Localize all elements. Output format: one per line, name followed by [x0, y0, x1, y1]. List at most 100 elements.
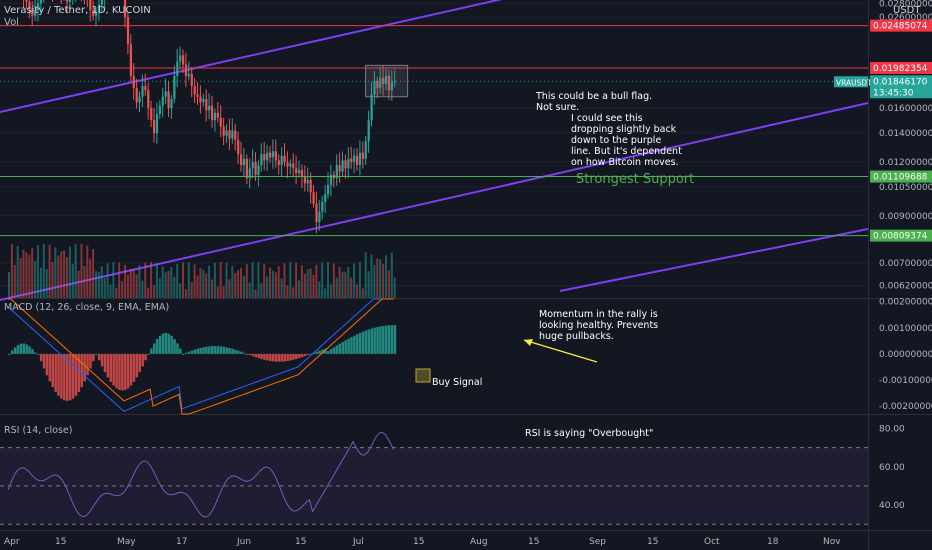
volume-bar	[292, 287, 295, 298]
level-price-tag	[870, 170, 932, 183]
macd-histogram-bar	[321, 349, 324, 354]
volume-bar	[83, 265, 86, 298]
volume-bar	[68, 246, 71, 298]
level-price-label: 0.01982354	[873, 64, 928, 74]
macd-histogram-bar	[318, 350, 321, 354]
macd-histogram-bar	[358, 332, 362, 354]
macd-histogram-bar	[42, 353, 46, 369]
volume-bar	[240, 267, 242, 298]
volume-bar	[347, 266, 350, 298]
volume-bar	[39, 267, 42, 298]
candle-body	[208, 105, 211, 111]
macd-histogram-bar	[266, 353, 269, 361]
volume-bar	[370, 254, 373, 298]
candle-body	[353, 155, 356, 162]
time-tick-label: Nov	[823, 537, 841, 547]
macd-histogram-bar	[103, 353, 107, 373]
volume-bar	[213, 262, 216, 298]
candle-body	[97, 4, 101, 12]
candle-body	[306, 179, 309, 184]
volume-bar	[338, 266, 341, 298]
candle-body	[199, 96, 202, 103]
candle-body	[176, 61, 179, 76]
macd-histogram-bar	[199, 347, 202, 354]
candle-body	[361, 152, 364, 159]
macd-histogram-bar	[216, 346, 220, 354]
macd-histogram-bar	[211, 346, 214, 354]
volume-bar	[124, 264, 126, 298]
macd-histogram-bar	[193, 349, 197, 354]
candle-body	[344, 160, 347, 169]
volume-bar	[356, 284, 358, 298]
price-tick-label: 0.00620000	[879, 282, 932, 292]
macd-tick-label: -0.00200000	[879, 402, 932, 412]
candle-body	[153, 120, 156, 134]
volume-bar	[97, 271, 100, 298]
macd-histogram-bar	[182, 353, 185, 355]
macd-histogram-bar	[370, 328, 373, 354]
time-tick-label: 15	[528, 537, 539, 547]
level-price-tag	[870, 19, 932, 32]
currency-label: USDT	[893, 5, 921, 16]
macd-histogram-bar	[138, 353, 141, 373]
level-price-tag	[870, 61, 932, 74]
volume-bar	[170, 267, 173, 298]
candle-body	[298, 169, 301, 174]
strongest-support-label: Strongest Support	[576, 172, 695, 187]
symbol-tag-label: VRAUSDT	[836, 78, 872, 87]
volume-bar	[80, 244, 83, 298]
macd-histogram-bar	[309, 353, 313, 355]
candle-body	[205, 98, 208, 111]
volume-bar	[393, 277, 396, 298]
candle-body	[124, 0, 127, 18]
macd-histogram-bar	[95, 353, 98, 355]
volume-bar	[77, 270, 80, 298]
macd-histogram-bar	[385, 325, 388, 354]
volume-bar	[242, 275, 245, 298]
volume-bar	[28, 254, 31, 298]
volume-bar	[286, 285, 289, 298]
volume-bar	[150, 262, 153, 298]
candle-body	[129, 44, 132, 76]
candle-body	[367, 120, 370, 142]
volume-bar	[138, 265, 141, 298]
time-tick-label: 17	[176, 537, 187, 547]
candle-body	[126, 17, 130, 45]
macd-histogram-bar	[367, 329, 371, 354]
volume-bar	[187, 262, 190, 298]
macd-histogram-bar	[121, 353, 124, 391]
macd-histogram-bar	[184, 352, 188, 354]
candle-body	[295, 168, 298, 174]
macd-histogram-bar	[225, 347, 228, 354]
countdown-label: 13:45:30	[873, 88, 914, 98]
candle-body	[184, 64, 188, 76]
candle-body	[266, 152, 269, 161]
volume-bar	[103, 277, 106, 298]
macd-tick-label: 0.00200000	[879, 298, 932, 308]
macd-histogram-bar	[364, 330, 368, 354]
macd-histogram-bar	[31, 349, 34, 354]
volume-bar	[350, 277, 353, 298]
macd-histogram-bar	[300, 353, 304, 358]
candle-body	[263, 154, 266, 161]
macd-histogram-bar	[327, 351, 330, 354]
macd-histogram-bar	[8, 353, 11, 355]
volume-bar	[10, 244, 13, 298]
macd-histogram-bar	[376, 326, 379, 354]
candle-body	[385, 75, 388, 84]
symbol-title: Verasity / Tether, 1D, KUCOIN	[4, 5, 151, 16]
volume-bar	[373, 264, 376, 298]
macd-histogram-bar	[66, 353, 69, 401]
signal-line	[8, 298, 394, 415]
macd-histogram-bar	[196, 348, 199, 354]
macd-histogram-bar	[179, 348, 182, 354]
candle-body	[248, 168, 251, 179]
candle-body	[283, 155, 286, 162]
volume-bar	[295, 262, 298, 298]
volume-bar	[158, 278, 161, 298]
rsi-tick-label: 40.00	[879, 501, 905, 511]
time-tick-label: Sep	[589, 537, 606, 547]
macd-histogram-bar	[10, 350, 14, 354]
macd-histogram-bar	[347, 338, 350, 354]
